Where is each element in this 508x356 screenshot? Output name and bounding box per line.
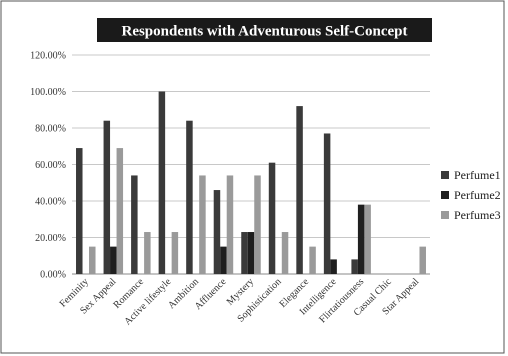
legend-swatch	[441, 171, 449, 179]
y-tick-label: 20.00%	[35, 233, 66, 244]
bar	[254, 175, 261, 274]
legend-label: Perfume2	[454, 188, 501, 202]
bar	[158, 91, 166, 274]
bar	[226, 175, 234, 274]
bar	[357, 204, 365, 274]
y-tick-label: 80.00%	[35, 124, 66, 135]
bar	[186, 120, 193, 274]
chart-title: Respondents with Adventurous Self-Concep…	[121, 24, 407, 40]
bar	[171, 232, 179, 274]
bar	[323, 133, 331, 274]
bar	[220, 246, 227, 274]
legend-label: Perfume3	[454, 208, 501, 222]
bar	[213, 190, 221, 274]
y-tick-label: 120.00%	[30, 51, 66, 62]
bar	[144, 232, 151, 274]
bar	[110, 246, 117, 274]
bar	[103, 120, 111, 274]
bar	[268, 162, 276, 274]
bar	[131, 175, 138, 274]
y-tick-label: 100.00%	[30, 87, 66, 98]
legend-label: Perfume1	[454, 168, 501, 182]
bar	[89, 246, 96, 274]
bar	[281, 232, 289, 274]
bar	[116, 148, 124, 274]
bar	[241, 232, 248, 274]
y-tick-label: 60.00%	[35, 160, 66, 171]
y-axis-ticks: 0.00% 20.00% 40.00% 60.00% 80.00% 100.00% 120.…	[30, 51, 66, 281]
y-tick-label: 40.00%	[35, 197, 66, 208]
bar	[296, 106, 303, 274]
bar	[351, 259, 358, 274]
bar	[364, 204, 371, 274]
chart-title-box	[97, 18, 432, 42]
bar	[76, 148, 83, 274]
bar	[247, 232, 255, 274]
legend-swatch	[441, 211, 449, 219]
bar	[309, 246, 316, 274]
y-tick-label: 0.00%	[40, 270, 66, 281]
bar	[419, 246, 426, 274]
bar	[330, 259, 337, 274]
legend: Perfume1 Perfume2 Perfume3	[441, 168, 501, 222]
bar	[199, 175, 206, 274]
bars	[76, 91, 426, 274]
legend-swatch	[441, 191, 449, 199]
